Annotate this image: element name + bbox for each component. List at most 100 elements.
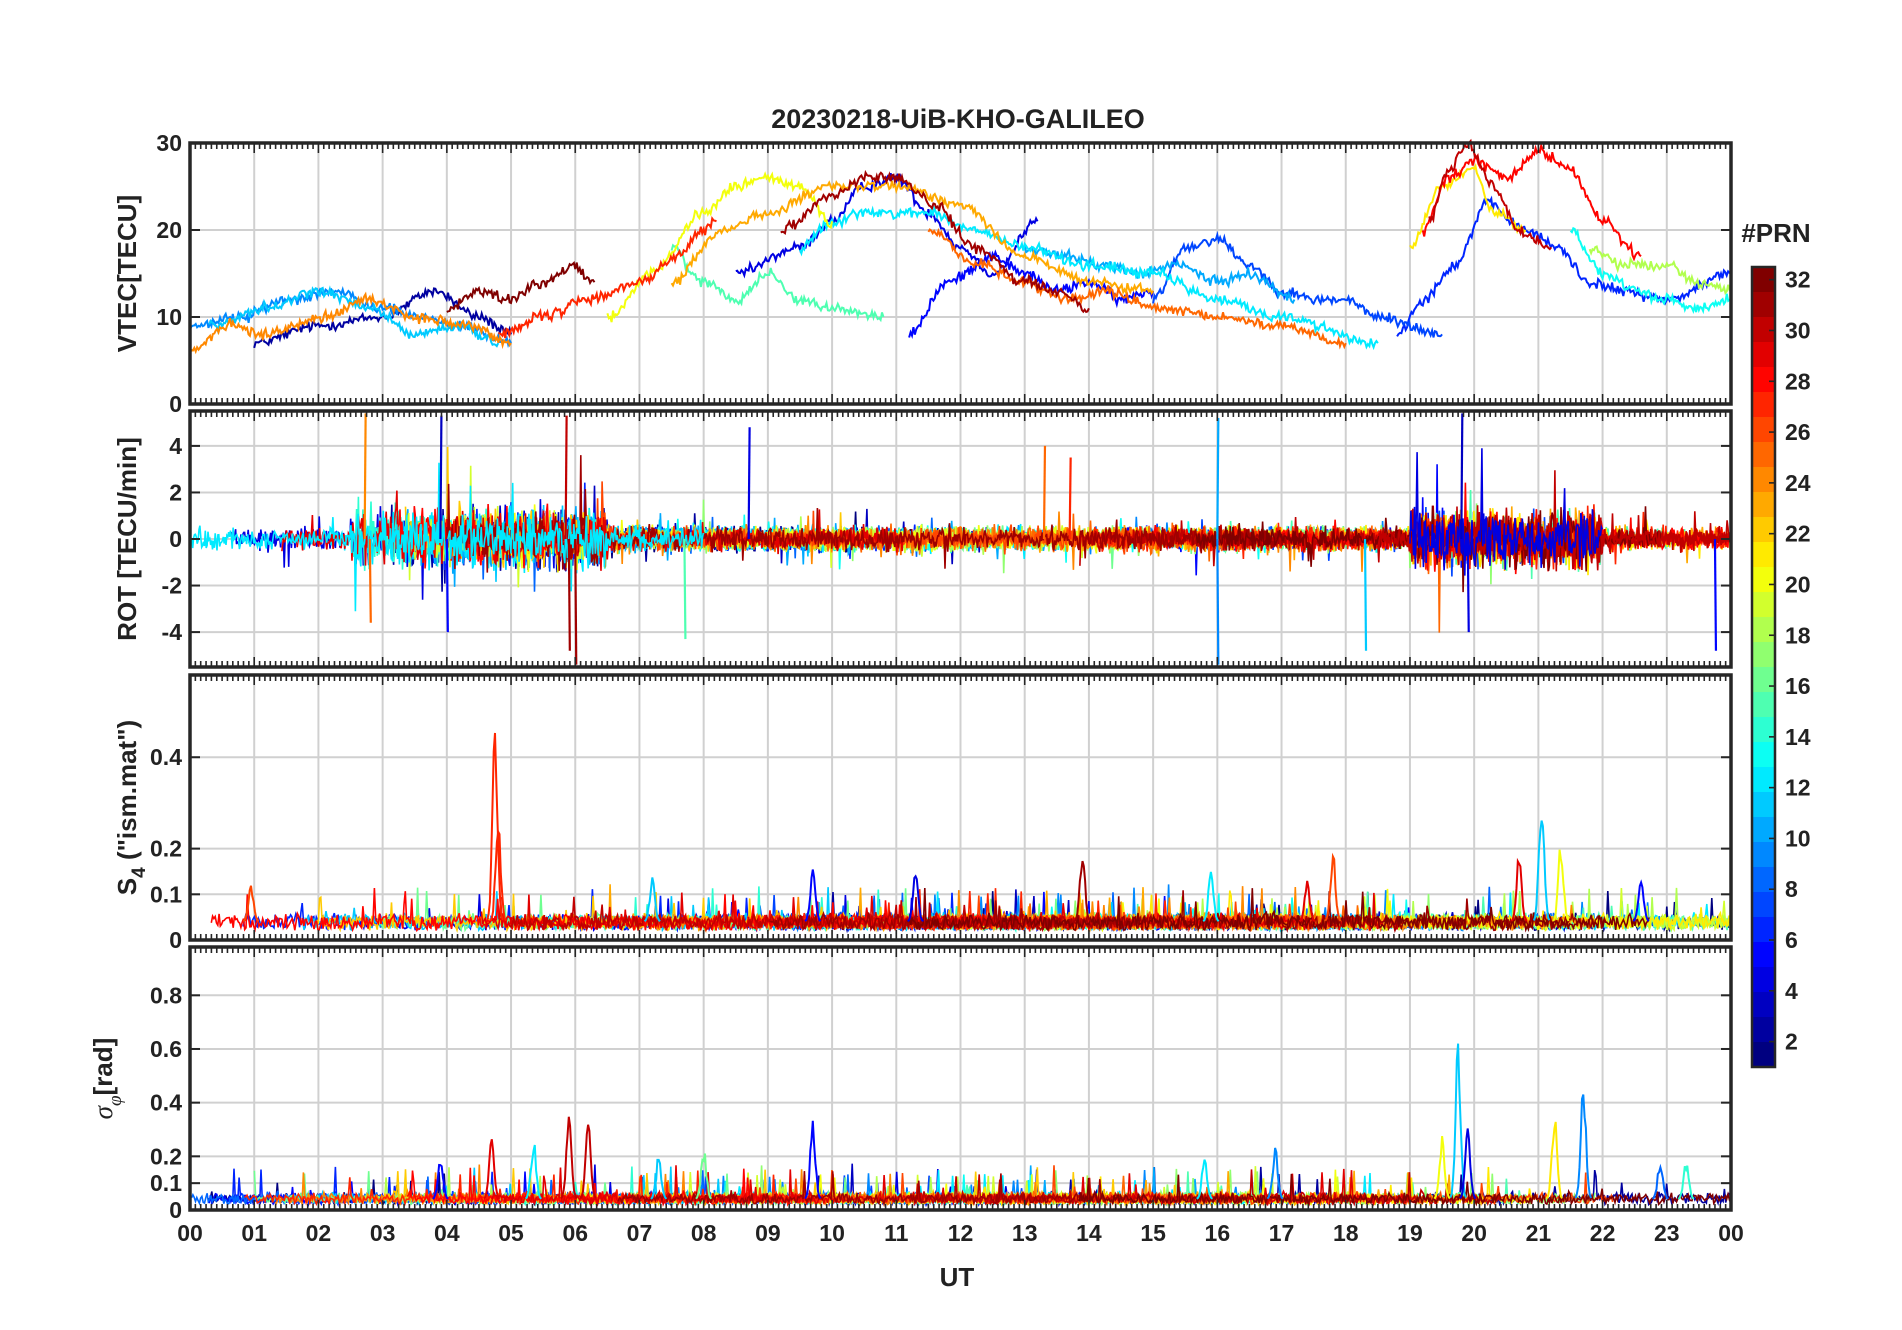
s4-series-prn-32 <box>907 887 1650 933</box>
rot-y-tick-label: -4 <box>162 619 183 645</box>
rot-spike <box>1042 445 1047 540</box>
x-tick-label: 12 <box>948 1220 974 1246</box>
sigma_phi-peak-prn-21 <box>1545 1121 1563 1200</box>
vtec-series-prn-6 <box>1396 195 1732 337</box>
colorbar-segment-prn-11 <box>1752 792 1775 818</box>
data-layer <box>189 138 1777 1208</box>
x-tick-label: 09 <box>755 1220 781 1246</box>
vtec-series-prn-20 <box>606 171 834 323</box>
s4-y-tick-label: 0 <box>169 927 182 953</box>
s4-y-axis-label-sub: 4 <box>129 867 150 878</box>
rot-spike <box>1460 413 1464 540</box>
colorbar-tick-label: 6 <box>1785 927 1798 953</box>
sigma_phi-peak-prn-14 <box>1677 1165 1695 1200</box>
colorbar-tick-label: 22 <box>1785 521 1811 547</box>
sigma_phi-peak-prn-9 <box>1574 1094 1592 1199</box>
s4-y-axis-label: S4 ("ism.mat") <box>112 720 150 895</box>
s4-peak-prn-26 <box>242 885 260 923</box>
rot-spike <box>1363 538 1368 651</box>
rot-spike <box>1068 457 1072 540</box>
s4-peak-prn-27 <box>486 732 504 921</box>
s4-peak-prn-4 <box>907 874 924 923</box>
text-layer: 20230218-UiB-KHO-GALILEO UT #PRN 0102030… <box>88 104 1811 1292</box>
x-tick-label: 19 <box>1397 1220 1423 1246</box>
panel-vtec-data <box>189 138 1732 355</box>
rot-y-tick-label: 4 <box>169 433 182 459</box>
colorbar-segment-prn-30 <box>1752 317 1775 343</box>
rot-spike <box>1216 538 1220 665</box>
sigma_phi-peak-prn-16 <box>695 1153 713 1200</box>
sigma_phi-y-tick-label: 0.6 <box>150 1036 182 1062</box>
x-tick-label: 05 <box>498 1220 524 1246</box>
colorbar-tick-label: 16 <box>1785 673 1811 699</box>
x-tick-label: 22 <box>1590 1220 1616 1246</box>
vtec-series-prn-12 <box>799 205 1379 351</box>
rot-spike <box>574 538 578 665</box>
x-axis-label: UT <box>940 1262 975 1292</box>
colorbar-segment-prn-19 <box>1752 592 1775 618</box>
s4-peak-prn-11 <box>1532 820 1551 921</box>
rot-spike <box>1713 538 1718 651</box>
vtec-series-prn-18 <box>1588 245 1732 296</box>
s4-peak-prn-31 <box>1074 860 1092 922</box>
colorbar-tick-label: 12 <box>1785 775 1811 801</box>
colorbar-label: #PRN <box>1741 218 1810 248</box>
colorbar-tick-label: 26 <box>1785 419 1811 445</box>
x-tick-label: 13 <box>1012 1220 1038 1246</box>
vtec-series-prn-21 <box>1409 163 1527 250</box>
vtec-series-prn-30 <box>1428 138 1552 251</box>
sigma_phi-series-prn-32 <box>1078 1173 1732 1207</box>
rot-spike <box>564 415 568 540</box>
colorbar-segment-prn-17 <box>1752 642 1775 668</box>
colorbar-tick-label: 32 <box>1785 267 1811 293</box>
rot-y-axis-label: ROT [TECU/min] <box>112 437 142 641</box>
colorbar-tick-label: 24 <box>1785 470 1811 496</box>
x-tick-label: 20 <box>1461 1220 1487 1246</box>
colorbar-segment-prn-24 <box>1752 467 1775 493</box>
colorbar-segment-prn-7 <box>1752 892 1775 918</box>
colorbar-segment-prn-22 <box>1752 517 1775 543</box>
sigma_phi-peak-prn-12 <box>1196 1159 1213 1200</box>
colorbar-tick-label: 4 <box>1785 978 1798 1004</box>
colorbar-tick-label: 20 <box>1785 571 1811 597</box>
sigma_phi-y-tick-label: 0.4 <box>150 1090 182 1116</box>
vtec-series-prn-25 <box>927 227 1347 350</box>
colorbar-segment-prn-26 <box>1752 417 1775 443</box>
x-tick-label: 17 <box>1269 1220 1295 1246</box>
colorbar-segment-prn-12 <box>1752 767 1775 793</box>
x-tick-label: 00 <box>1718 1220 1744 1246</box>
colorbar-segment-prn-4 <box>1752 967 1775 993</box>
sigma_phi-peak-prn-4 <box>1459 1128 1477 1200</box>
s4-peak-prn-11 <box>643 877 661 923</box>
colorbar-segment-prn-29 <box>1752 342 1775 368</box>
colorbar-segment-prn-3 <box>1752 992 1775 1018</box>
vtec-series-prn-31 <box>780 169 1090 314</box>
x-tick-label: 10 <box>819 1220 845 1246</box>
sigma_phi-peak-prn-30 <box>560 1116 578 1200</box>
colorbar-segment-prn-8 <box>1752 867 1775 893</box>
vtec-series-prn-10 <box>1023 243 1296 305</box>
rot-spike <box>683 538 687 640</box>
s4-peak-prn-5 <box>804 869 822 922</box>
panel-sigma_phi-data <box>190 1043 1732 1208</box>
sigma_phi-peak-prn-5 <box>432 1163 449 1200</box>
vtec-series-prn-7 <box>1152 230 1443 339</box>
rot-spike <box>1216 417 1220 540</box>
sigma_phi-peak-prn-8 <box>1651 1163 1669 1200</box>
x-tick-label: 03 <box>370 1220 396 1246</box>
colorbar-segment-prn-13 <box>1752 742 1775 768</box>
x-tick-label: 08 <box>691 1220 717 1246</box>
vtec-y-axis-label: VTEC[TECU] <box>112 195 142 352</box>
sigma_phi-y-axis-label: σφ[rad] <box>88 1038 126 1120</box>
s4-peak-prn-20 <box>1552 849 1570 922</box>
x-tick-label: 07 <box>627 1220 653 1246</box>
s4-peak-prn-12 <box>1202 871 1220 922</box>
rot-spike <box>567 538 571 651</box>
rot-spike <box>439 415 443 540</box>
x-tick-label: 04 <box>434 1220 460 1246</box>
colorbar-segment-prn-6 <box>1752 917 1775 943</box>
colorbar-segment-prn-28 <box>1752 367 1775 393</box>
sigma_phi-peak-prn-30 <box>579 1124 597 1200</box>
colorbar-frame <box>1750 265 1777 1069</box>
x-tick-label: 21 <box>1526 1220 1552 1246</box>
